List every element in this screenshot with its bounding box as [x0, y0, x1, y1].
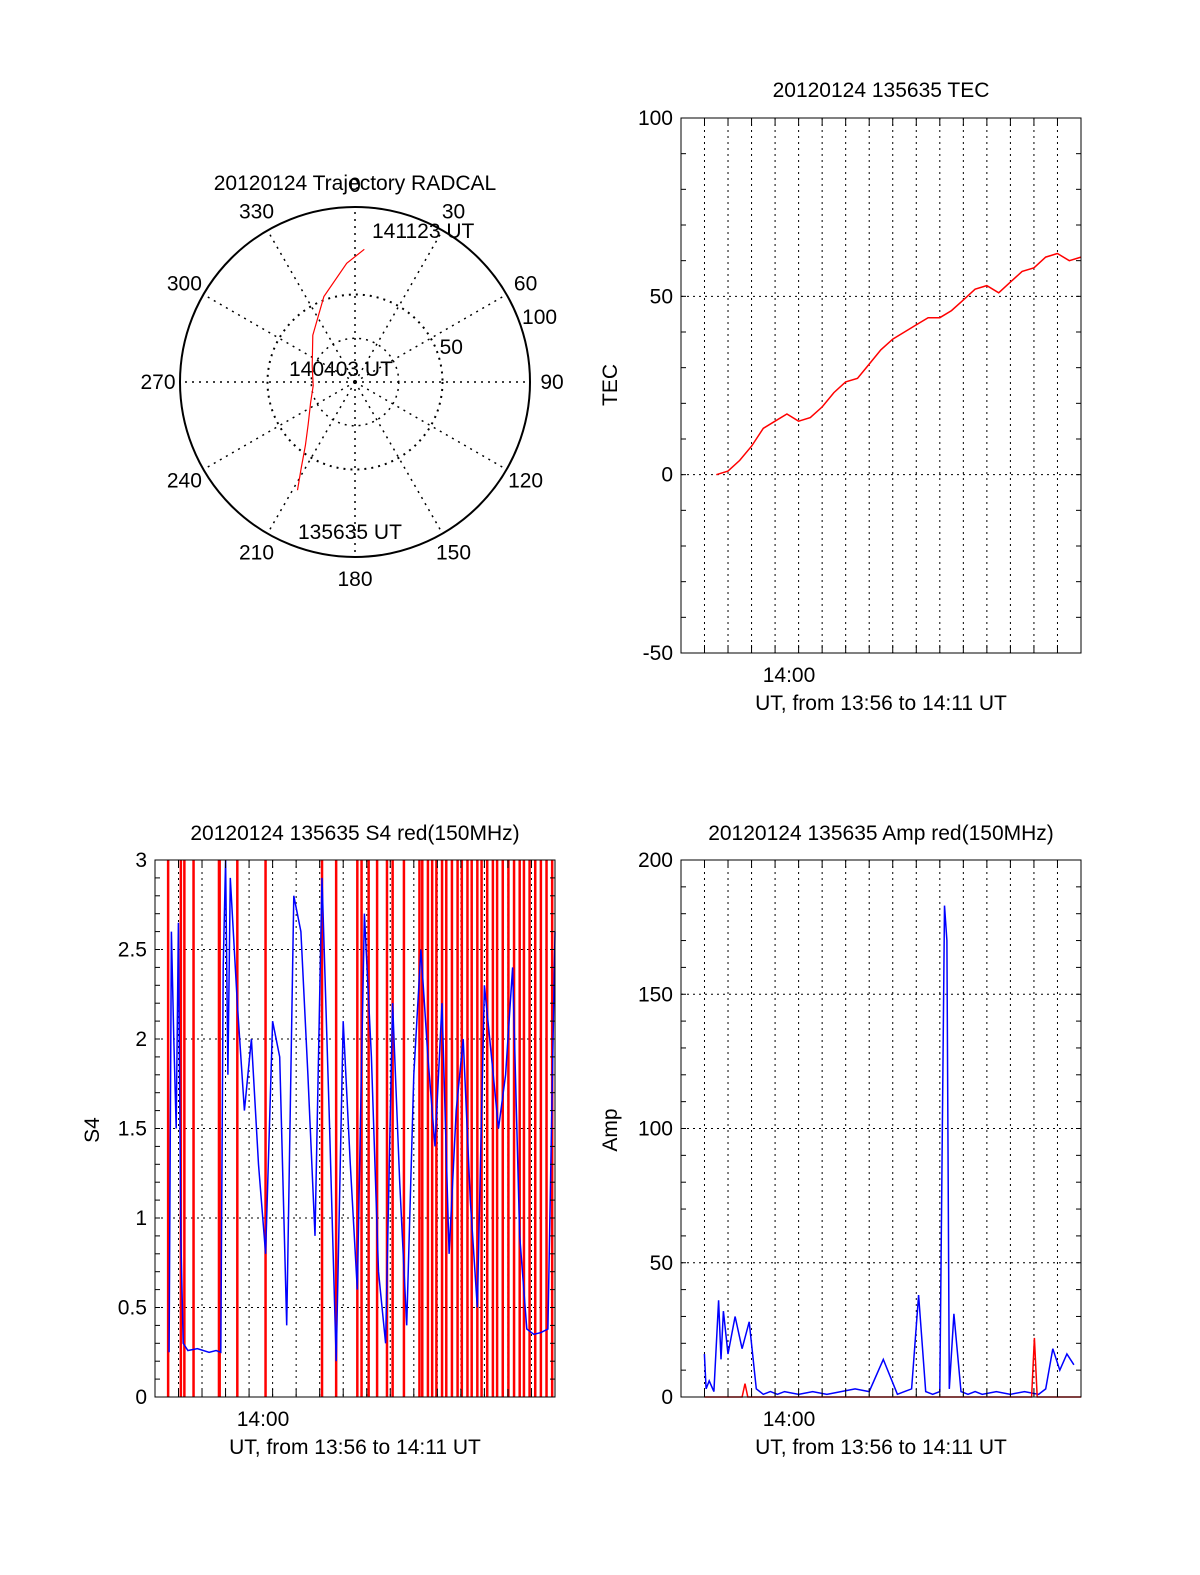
- s4-ticks: 0 0.5 1 1.5 2 2.5 3: [118, 849, 555, 1409]
- s4-ylabel: S4: [81, 1117, 104, 1143]
- polar-angle-label: 210: [239, 542, 274, 565]
- s4-xlabel: UT, from 13:56 to 14:11 UT: [229, 1436, 481, 1459]
- amp-title: 20120124 135635 Amp red(150MHz): [708, 822, 1054, 845]
- polar-angle-label: 60: [514, 273, 537, 296]
- polar-angle-label: 30: [442, 200, 465, 223]
- s4-blue-line: [168, 859, 556, 1362]
- tec-xlabel: UT, from 13:56 to 14:11 UT: [755, 692, 1007, 715]
- amp-ytick-label: 100: [638, 1118, 673, 1141]
- polar-angle-label: 270: [140, 371, 175, 394]
- s4-chart: 20120124 135635 S4 red(150MHz) 0 0.5 1 1.5 2…: [81, 822, 556, 1459]
- tec-plot-frame: [680, 117, 1082, 654]
- polar-angle-label: 150: [436, 542, 471, 565]
- polar-radial-label: 100: [522, 306, 557, 329]
- polar-angle-label: 120: [508, 470, 543, 493]
- annotation-mid-time: 140403 UT: [289, 358, 393, 381]
- s4-ytick-label: 3: [135, 849, 147, 872]
- polar-angle-label: 0: [349, 174, 361, 197]
- amp-ticks: 0 50 100 150 200: [638, 849, 1081, 1409]
- tec-title: 20120124 135635 TEC: [773, 79, 990, 102]
- s4-grid: [155, 860, 555, 1397]
- polar-angle-label: 330: [239, 200, 274, 223]
- polar-grid-spoke: [203, 293, 356, 383]
- annotation-end-time: 141123 UT: [372, 220, 475, 243]
- tec-ylabel: TEC: [599, 364, 622, 406]
- tec-ytick-label: 50: [650, 285, 673, 308]
- s4-ytick-label: 0: [135, 1386, 147, 1409]
- polar-trajectory-line: [296, 248, 365, 491]
- tec-grid: [681, 118, 1081, 653]
- polar-angle-label: 90: [540, 371, 563, 394]
- amp-xlabel: UT, from 13:56 to 14:11 UT: [755, 1436, 1007, 1459]
- amp-ytick-label: 150: [638, 983, 673, 1006]
- polar-grid-spoke: [354, 230, 444, 383]
- s4-ytick-label: 0.5: [118, 1297, 147, 1320]
- s4-ytick-label: 1.5: [118, 1118, 147, 1141]
- polar-grid-spoke: [266, 381, 356, 534]
- s4-ytick-label: 2: [135, 1028, 147, 1051]
- polar-angle-labels: 0 30 60 90 120 150 180 210 240 270 300 330: [140, 174, 563, 591]
- polar-grid-ring: [266, 293, 444, 471]
- amp-ylabel: Amp: [599, 1108, 622, 1151]
- tec-ticks: -50 0 50 100: [638, 107, 1081, 665]
- s4-red-spikes: [166, 860, 554, 1397]
- s4-ytick-label: 2.5: [118, 939, 147, 962]
- annotation-start-time: 135635 UT: [298, 521, 402, 544]
- polar-grid-spoke: [354, 381, 444, 534]
- s4-title: 20120124 135635 S4 red(150MHz): [190, 822, 519, 845]
- polar-angle-label: 300: [167, 273, 202, 296]
- polar-series: [296, 248, 365, 491]
- trajectory-polar-chart: 20120124 Trajectory RADCAL 0 30 60 90 120 150…: [140, 172, 563, 591]
- polar-outer-circle: [179, 206, 531, 558]
- s4-xtick-label: 14:00: [237, 1408, 290, 1431]
- amp-xtick-label: 14:00: [763, 1408, 816, 1431]
- amp-ytick-label: 50: [650, 1252, 673, 1275]
- s4-blue-series: [168, 859, 556, 1362]
- amp-ytick-label: 200: [638, 849, 673, 872]
- tec-series: [716, 252, 1082, 476]
- polar-grid-spoke: [266, 230, 356, 383]
- tec-line: [716, 252, 1082, 476]
- amp-blue-line: [703, 905, 1075, 1396]
- polar-grid-spoke: [354, 293, 507, 383]
- tec-ytick-label: 100: [638, 107, 673, 130]
- polar-grid: [180, 207, 530, 557]
- tec-ytick-label: -50: [643, 642, 673, 665]
- amp-grid: [681, 860, 1081, 1397]
- polar-title: 20120124 Trajectory RADCAL: [214, 172, 497, 195]
- polar-angle-label: 180: [337, 568, 372, 591]
- polar-grid-spoke: [354, 381, 507, 471]
- tec-xtick-label: 14:00: [763, 664, 816, 687]
- s4-ytick-label: 1: [135, 1207, 147, 1230]
- amp-chart: 20120124 135635 Amp red(150MHz) 0 50 100 15…: [599, 822, 1082, 1459]
- tec-chart: 20120124 135635 TEC -50 0 50 100 14:00 UT, …: [599, 79, 1082, 715]
- polar-radial-labels: 50 100: [440, 306, 557, 359]
- polar-grid-spoke: [203, 381, 356, 471]
- polar-angle-label: 240: [167, 470, 202, 493]
- tec-ytick-label: 0: [661, 464, 673, 487]
- polar-radial-label: 50: [440, 336, 463, 359]
- amp-ytick-label: 0: [661, 1386, 673, 1409]
